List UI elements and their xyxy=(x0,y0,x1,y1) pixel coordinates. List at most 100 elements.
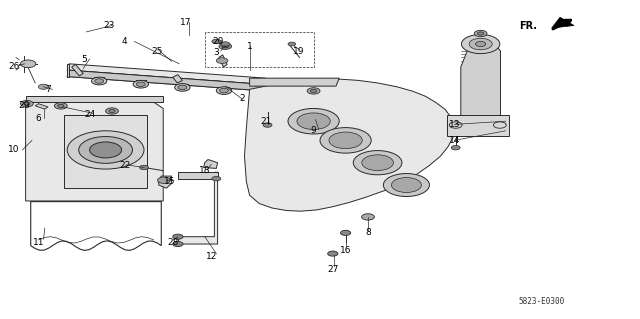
Text: 20: 20 xyxy=(212,37,223,46)
Polygon shape xyxy=(461,41,500,121)
Circle shape xyxy=(469,38,492,50)
Text: 1: 1 xyxy=(247,42,252,51)
Circle shape xyxy=(54,103,67,109)
Circle shape xyxy=(320,128,371,153)
Circle shape xyxy=(297,113,330,130)
Text: 5: 5 xyxy=(82,55,87,63)
Circle shape xyxy=(222,45,228,48)
Circle shape xyxy=(220,88,228,93)
Text: 27: 27 xyxy=(327,265,339,274)
Text: 29: 29 xyxy=(19,101,30,110)
Circle shape xyxy=(140,165,148,170)
Polygon shape xyxy=(72,64,83,76)
Polygon shape xyxy=(244,79,454,211)
Text: 19: 19 xyxy=(292,47,304,56)
Circle shape xyxy=(90,142,122,158)
Circle shape xyxy=(383,174,429,197)
Circle shape xyxy=(79,137,132,163)
Circle shape xyxy=(24,102,30,105)
Circle shape xyxy=(310,89,317,93)
Polygon shape xyxy=(173,75,182,83)
Circle shape xyxy=(461,34,500,54)
Circle shape xyxy=(58,104,64,108)
Circle shape xyxy=(219,43,232,49)
Polygon shape xyxy=(552,17,574,28)
Circle shape xyxy=(216,87,232,94)
Polygon shape xyxy=(264,78,266,91)
Circle shape xyxy=(173,241,183,247)
Text: 21: 21 xyxy=(260,117,271,126)
Circle shape xyxy=(157,177,170,183)
Circle shape xyxy=(173,234,183,239)
Circle shape xyxy=(136,82,145,86)
Circle shape xyxy=(477,32,484,35)
Circle shape xyxy=(20,60,36,68)
Circle shape xyxy=(288,42,296,46)
Text: 3: 3 xyxy=(214,48,219,57)
Circle shape xyxy=(212,176,221,181)
Circle shape xyxy=(340,230,351,235)
Text: 5823-E0300: 5823-E0300 xyxy=(518,297,564,306)
Circle shape xyxy=(109,109,115,113)
Circle shape xyxy=(328,251,338,256)
Circle shape xyxy=(474,30,487,37)
Polygon shape xyxy=(250,77,261,86)
Text: 2: 2 xyxy=(239,94,244,103)
Text: 11: 11 xyxy=(33,238,44,247)
Circle shape xyxy=(212,39,221,44)
Circle shape xyxy=(288,108,339,134)
Text: 25: 25 xyxy=(151,47,163,56)
Text: 14: 14 xyxy=(449,136,460,145)
Circle shape xyxy=(95,79,104,83)
Circle shape xyxy=(216,58,228,63)
Circle shape xyxy=(67,131,144,169)
Circle shape xyxy=(329,132,362,149)
Polygon shape xyxy=(67,64,69,77)
Polygon shape xyxy=(26,96,163,102)
Circle shape xyxy=(362,214,374,220)
Text: 7: 7 xyxy=(45,85,51,94)
Text: 9: 9 xyxy=(311,126,316,135)
Text: 23: 23 xyxy=(103,21,115,30)
Circle shape xyxy=(20,100,33,107)
Text: 13: 13 xyxy=(449,120,460,129)
Text: 24: 24 xyxy=(84,110,95,119)
Circle shape xyxy=(307,88,320,94)
Text: 28: 28 xyxy=(167,238,179,247)
Text: 4: 4 xyxy=(122,37,127,46)
Text: 26: 26 xyxy=(8,63,20,71)
Polygon shape xyxy=(67,70,266,91)
Circle shape xyxy=(175,84,190,91)
Polygon shape xyxy=(67,64,266,85)
Circle shape xyxy=(38,84,49,89)
Text: FR.: FR. xyxy=(520,20,538,31)
Text: 8: 8 xyxy=(365,228,371,237)
Text: 12: 12 xyxy=(205,252,217,261)
Text: 22: 22 xyxy=(119,161,131,170)
Circle shape xyxy=(353,151,402,175)
Text: 16: 16 xyxy=(340,246,351,255)
Circle shape xyxy=(392,178,421,192)
Polygon shape xyxy=(159,176,172,188)
Circle shape xyxy=(221,42,230,46)
Polygon shape xyxy=(447,115,509,136)
Text: 15: 15 xyxy=(164,177,175,186)
Circle shape xyxy=(106,108,118,114)
Circle shape xyxy=(92,77,107,85)
Circle shape xyxy=(451,145,460,150)
Polygon shape xyxy=(219,55,227,67)
Circle shape xyxy=(263,123,272,127)
Text: 6: 6 xyxy=(36,114,41,122)
Circle shape xyxy=(476,41,486,47)
Circle shape xyxy=(178,85,187,90)
Polygon shape xyxy=(35,104,48,109)
Polygon shape xyxy=(67,70,266,91)
Text: 17: 17 xyxy=(180,18,191,27)
Text: 10: 10 xyxy=(8,145,20,154)
Polygon shape xyxy=(64,115,147,188)
Polygon shape xyxy=(250,78,339,86)
Polygon shape xyxy=(26,102,163,201)
Circle shape xyxy=(133,80,148,88)
Polygon shape xyxy=(178,172,218,179)
Polygon shape xyxy=(176,172,218,244)
